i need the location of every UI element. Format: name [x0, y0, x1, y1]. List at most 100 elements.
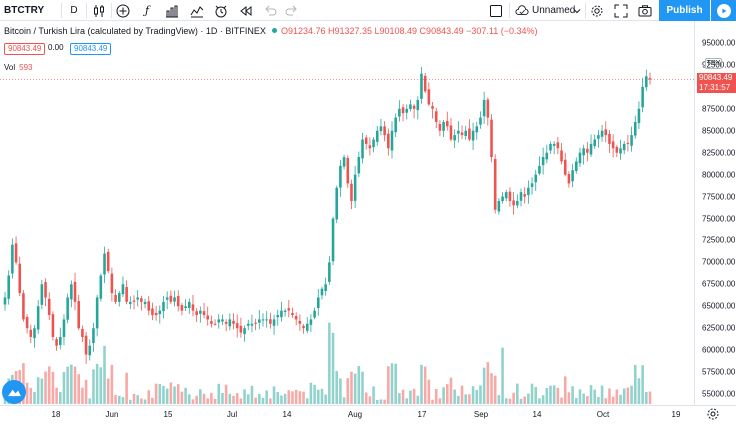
redo-icon[interactable]: [284, 0, 300, 21]
volume-bar: [630, 385, 633, 404]
bid-price-box[interactable]: 90843.49: [4, 43, 46, 55]
candle-body: [103, 253, 106, 275]
volume-bar: [280, 395, 283, 404]
volume-bar: [445, 384, 449, 404]
undo-icon[interactable]: [262, 0, 278, 21]
volume-bar: [512, 392, 515, 404]
candle-body: [221, 319, 224, 322]
volume-bar: [129, 399, 132, 404]
volume-bar: [442, 387, 445, 404]
candle-body: [228, 319, 232, 327]
candles-icon[interactable]: [90, 0, 108, 21]
add-indicator-icon[interactable]: [114, 0, 132, 21]
volume-bar: [574, 397, 578, 404]
candle-body: [471, 130, 475, 141]
fullscreen-icon[interactable]: [612, 0, 630, 21]
candle-body: [176, 295, 180, 307]
candle-body: [379, 126, 383, 132]
ask-price-box[interactable]: 90843.49: [70, 43, 112, 55]
candle-body: [213, 323, 217, 325]
candle-body: [375, 130, 379, 142]
volume-bar: [431, 399, 434, 404]
volume-bar: [567, 392, 571, 404]
volume-bar: [412, 388, 416, 404]
candle-body: [110, 273, 114, 294]
candle-body: [158, 310, 162, 315]
fx-icon[interactable]: ƒ: [144, 4, 150, 17]
volume-bar: [320, 388, 324, 404]
compare-icon[interactable]: [188, 0, 206, 21]
volume-bar: [228, 393, 232, 404]
price-tick-label: 55000.00: [702, 389, 736, 399]
volume-bar: [184, 387, 187, 404]
candle-body: [556, 142, 560, 149]
volume-bar: [66, 366, 69, 404]
volume-bar: [586, 396, 589, 404]
volume-bar: [604, 398, 608, 404]
candle-body: [368, 145, 372, 149]
candle-body: [637, 108, 641, 124]
publish-button[interactable]: Publish: [659, 0, 710, 21]
volume-bar: [33, 391, 36, 404]
currency-button[interactable]: TRY: [705, 58, 722, 69]
candle-body: [73, 281, 77, 302]
candle-body: [504, 192, 508, 199]
candle-body: [199, 310, 202, 314]
candle-body: [490, 119, 493, 158]
camera-icon[interactable]: [636, 0, 654, 21]
candle-body: [206, 315, 210, 320]
volume-bar: [298, 391, 302, 404]
symbol-search-button[interactable]: BTCTRY: [4, 5, 45, 16]
volume-bar: [176, 384, 180, 404]
volume-bar: [563, 376, 567, 404]
candle-body: [81, 328, 84, 337]
volume-bar: [457, 395, 460, 404]
volume-bar: [379, 399, 383, 404]
volume-bar: [582, 393, 585, 404]
volume-bar: [221, 392, 224, 404]
interval-button[interactable]: D: [70, 5, 78, 16]
volume-bar: [387, 366, 390, 404]
volume-bar: [357, 365, 361, 404]
volume-bar: [328, 322, 331, 404]
candle-body: [147, 301, 151, 311]
volume-bar: [375, 399, 379, 404]
volume-bar: [195, 395, 198, 404]
price-chart[interactable]: [0, 21, 694, 405]
candle-body: [40, 284, 44, 305]
candle-body: [464, 130, 468, 136]
settings-icon[interactable]: [588, 0, 606, 21]
bar-chart-icon[interactable]: [163, 0, 181, 21]
volume-bar: [243, 389, 246, 404]
chart-settings-icon[interactable]: [706, 407, 720, 421]
replay-icon[interactable]: [237, 0, 255, 21]
play-button[interactable]: [710, 0, 736, 21]
volume-bar: [353, 373, 357, 404]
layout-icon[interactable]: [487, 0, 505, 21]
candle-body: [600, 130, 604, 137]
chevron-down-icon[interactable]: [572, 0, 582, 21]
candle-body: [497, 200, 501, 212]
tradingview-logo-icon[interactable]: [2, 380, 26, 404]
candle-body: [92, 328, 95, 344]
layout-name-button[interactable]: Unnamed: [532, 5, 576, 16]
volume-bar: [541, 395, 545, 404]
candle-body: [280, 310, 283, 318]
volume-bar: [88, 398, 92, 404]
candle-body: [55, 339, 58, 346]
candle-body: [401, 107, 405, 114]
alert-icon[interactable]: [212, 0, 230, 21]
volume-bar: [44, 371, 47, 404]
time-axis[interactable]: [0, 405, 736, 425]
candle-body: [99, 275, 103, 299]
volume-bar: [423, 366, 427, 404]
price-scale[interactable]: [694, 21, 736, 405]
volume-bar: [622, 388, 626, 404]
volume-bar: [276, 392, 280, 404]
candle-body: [88, 345, 92, 356]
volume-bar: [615, 389, 619, 404]
candle-body: [224, 321, 228, 324]
candle-body: [516, 200, 519, 206]
volume-bar: [527, 393, 530, 404]
candle-body: [523, 194, 526, 197]
